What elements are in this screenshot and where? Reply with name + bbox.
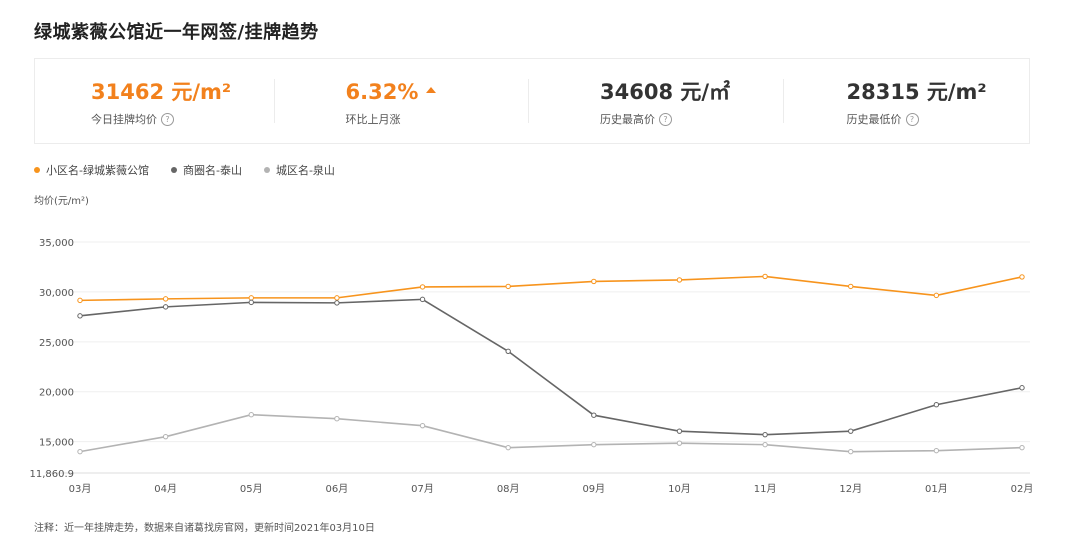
y-tick-label: 20,000 (39, 388, 74, 399)
data-point[interactable] (505, 283, 511, 290)
data-point[interactable] (1019, 444, 1025, 451)
data-point[interactable] (933, 292, 940, 299)
data-point[interactable] (505, 444, 511, 451)
legend-label-community: 小区名-绿城紫薇公馆 (46, 164, 149, 177)
x-tick-label: 01月 (925, 483, 948, 495)
stat-mom-change-label: 环比上月涨 (345, 113, 401, 126)
data-point[interactable] (1019, 385, 1025, 391)
stat-today-price-label-row: 今日挂牌均价 ? (91, 111, 274, 127)
stat-mom-change-value: 6.32% (345, 80, 419, 104)
stat-mom-change: 6.32% 环比上月涨 (273, 59, 529, 143)
data-point[interactable] (248, 299, 254, 306)
stat-history-low-label: 历史最低价 (846, 113, 902, 126)
x-tick-label: 10月 (668, 483, 691, 495)
chart-legend: 小区名-绿城紫薇公馆 商圈名-泰山 城区名-泉山 (34, 162, 335, 178)
legend-item-district[interactable]: 城区名-泉山 (263, 162, 335, 178)
stat-history-high: 34608 元/㎡ 历史最高价 ? (528, 59, 783, 143)
legend-dot-icon (263, 167, 270, 173)
data-point[interactable] (162, 433, 169, 440)
stat-history-high-label-row: 历史最高价 ? (600, 111, 783, 127)
stat-history-high-value: 34608 元/㎡ (600, 80, 731, 104)
stat-mom-change-value-row: 6.32% (346, 79, 529, 105)
y-tick-label: 30,000 (39, 288, 74, 299)
x-tick-label: 12月 (839, 483, 862, 495)
page-title: 绿城紫薇公馆近一年网签/挂牌趋势 (34, 22, 319, 43)
data-point[interactable] (162, 296, 169, 302)
data-point[interactable] (1019, 274, 1025, 280)
data-point[interactable] (77, 448, 83, 455)
stat-history-low: 28315 元/m² 历史最低价 ? (782, 59, 1030, 143)
stats-panel: 31462 元/m² 今日挂牌均价 ? 6.32% 环比上月涨 34608 元/… (34, 58, 1030, 144)
data-point[interactable] (933, 447, 940, 454)
data-point[interactable] (505, 348, 511, 354)
x-tick-label: 09月 (582, 483, 605, 495)
x-tick-label: 06月 (326, 483, 349, 495)
question-circle-icon[interactable]: ? (659, 112, 672, 126)
stat-today-price-value: 31462 元/m² (91, 80, 232, 104)
data-point[interactable] (933, 402, 940, 408)
stat-today-price: 31462 元/m² 今日挂牌均价 ? (35, 59, 274, 143)
data-point[interactable] (77, 297, 83, 304)
data-point[interactable] (591, 278, 597, 285)
data-point[interactable] (762, 441, 768, 448)
stat-mom-change-label-row: 环比上月涨 (346, 111, 529, 127)
y-tick-label: 15,000 (39, 438, 74, 449)
data-point[interactable] (676, 277, 683, 283)
y-tick-label: 25,000 (39, 338, 74, 349)
x-tick-label: 03月 (69, 483, 92, 495)
data-point[interactable] (419, 284, 426, 290)
stat-history-high-label: 历史最高价 (600, 113, 655, 126)
series-line-0 (79, 275, 1023, 302)
data-point[interactable] (419, 296, 426, 303)
legend-label-district: 城区名-泉山 (275, 164, 335, 177)
data-point[interactable] (334, 415, 340, 422)
data-point[interactable] (334, 295, 340, 301)
data-point[interactable] (419, 422, 426, 429)
stat-history-low-value: 28315 元/m² (846, 80, 987, 104)
data-point[interactable] (848, 448, 854, 455)
legend-dot-icon (170, 167, 177, 173)
data-point[interactable] (676, 428, 683, 434)
data-point[interactable] (77, 313, 83, 319)
y-tick-label: 35,000 (39, 238, 74, 249)
data-point[interactable] (591, 441, 597, 448)
x-tick-label: 08月 (497, 483, 520, 495)
series-line-2 (79, 413, 1023, 453)
data-point[interactable] (762, 273, 768, 280)
legend-item-community[interactable]: 小区名-绿城紫薇公馆 (34, 162, 149, 178)
stat-today-price-label: 今日挂牌均价 (91, 113, 157, 126)
question-circle-icon[interactable]: ? (905, 112, 919, 126)
x-tick-label: 04月 (154, 483, 177, 495)
data-point[interactable] (762, 431, 768, 438)
y-axis-label: 均价(元/m²) (34, 196, 89, 207)
data-point[interactable] (848, 428, 854, 434)
triangle-up-icon (426, 87, 437, 93)
data-point[interactable] (248, 295, 254, 301)
x-tick-label: 11月 (754, 483, 777, 495)
data-point[interactable] (591, 412, 597, 418)
data-point[interactable] (676, 440, 683, 446)
x-tick-label: 05月 (240, 483, 263, 495)
legend-dot-icon (34, 167, 40, 173)
legend-item-business[interactable]: 商圈名-泰山 (170, 162, 242, 178)
series-line-1 (79, 298, 1023, 436)
y-tick-label: 11,860.9 (29, 469, 74, 480)
x-tick-label: 07月 (411, 483, 434, 495)
question-circle-icon[interactable]: ? (161, 112, 174, 126)
data-point[interactable] (848, 283, 854, 290)
legend-label-business: 商圈名-泰山 (182, 164, 242, 177)
x-tick-label: 02月 (1011, 483, 1034, 495)
data-point[interactable] (248, 411, 254, 418)
footnote: 注释：近一年挂牌走势，数据来自诸葛找房官网，更新时间2021年03月10日 (34, 523, 375, 534)
data-point[interactable] (162, 304, 169, 310)
data-point[interactable] (334, 300, 340, 306)
stat-history-low-label-row: 历史最低价 ? (847, 111, 1030, 127)
